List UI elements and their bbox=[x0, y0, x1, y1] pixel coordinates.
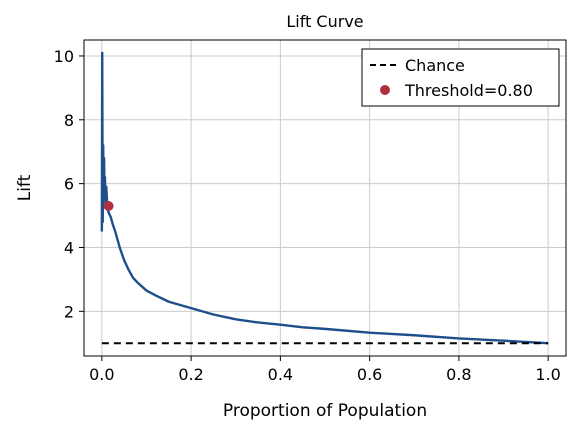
plot-frame bbox=[83, 39, 567, 357]
y-axis-label: Lift bbox=[15, 174, 35, 201]
legend-box bbox=[361, 48, 560, 107]
legend-threshold-marker bbox=[380, 85, 390, 95]
plot-area bbox=[100, 51, 549, 345]
chart-title: Lift Curve bbox=[286, 12, 363, 31]
y-tick-label: 8 bbox=[64, 111, 74, 130]
x-tick-label: 0.2 bbox=[178, 365, 203, 384]
y-axis: 2 4 6 8 10 bbox=[54, 47, 84, 321]
x-tick-label: 0.8 bbox=[446, 365, 471, 384]
x-axis: 0.0 0.2 0.4 0.6 0.8 1.0 bbox=[89, 356, 561, 384]
y-tick-label: 6 bbox=[64, 175, 74, 194]
y-tick-label: 4 bbox=[64, 238, 74, 257]
lift-curve-line bbox=[100, 51, 549, 345]
x-axis-label: Proportion of Population bbox=[223, 401, 427, 421]
x-tick-label: 1.0 bbox=[535, 365, 560, 384]
x-tick-label: 0.4 bbox=[268, 365, 293, 384]
legend: Chance Threshold=0.80 bbox=[361, 48, 560, 107]
threshold-point bbox=[103, 200, 114, 211]
x-tick-label: 0.0 bbox=[89, 365, 114, 384]
legend-chance-label: Chance bbox=[405, 56, 465, 75]
legend-threshold-label: Threshold=0.80 bbox=[404, 81, 533, 100]
y-tick-label: 10 bbox=[54, 47, 74, 66]
y-tick-label: 2 bbox=[64, 302, 74, 321]
x-tick-label: 0.6 bbox=[357, 365, 382, 384]
